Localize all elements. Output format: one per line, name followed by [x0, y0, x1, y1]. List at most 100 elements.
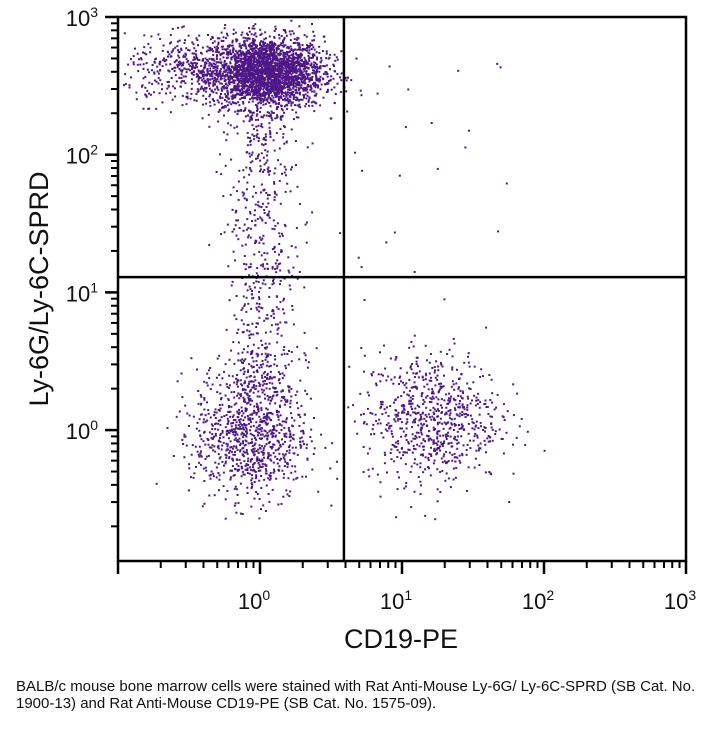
- data-point: [458, 459, 461, 462]
- data-point: [251, 27, 254, 30]
- data-point: [170, 41, 173, 44]
- data-point: [261, 74, 264, 77]
- data-point: [221, 444, 224, 447]
- data-point: [273, 190, 276, 193]
- data-point: [281, 44, 284, 47]
- data-point: [234, 59, 237, 62]
- data-point: [410, 440, 413, 443]
- data-point: [303, 286, 306, 289]
- data-point: [287, 75, 290, 78]
- data-point: [294, 104, 296, 107]
- data-point: [228, 411, 230, 413]
- data-point: [182, 25, 185, 28]
- data-point: [291, 66, 294, 69]
- data-point: [230, 90, 233, 93]
- data-point: [231, 39, 234, 42]
- data-point: [246, 151, 249, 154]
- data-point: [253, 94, 256, 96]
- data-point: [222, 56, 225, 59]
- data-point: [452, 467, 455, 470]
- data-point: [387, 422, 390, 425]
- data-point: [248, 59, 251, 62]
- data-point: [258, 53, 261, 56]
- data-point: [241, 60, 244, 63]
- data-point: [212, 84, 215, 87]
- data-point: [252, 371, 255, 374]
- data-point: [447, 397, 450, 400]
- data-point: [255, 491, 258, 493]
- data-point: [403, 391, 405, 394]
- data-point: [257, 467, 260, 470]
- data-point: [264, 421, 267, 424]
- data-point: [336, 73, 339, 76]
- data-point: [240, 433, 243, 436]
- data-point: [274, 455, 277, 458]
- data-point: [234, 75, 237, 77]
- data-point: [316, 84, 319, 87]
- data-point: [195, 37, 198, 40]
- data-point: [304, 359, 307, 362]
- data-point: [261, 58, 264, 61]
- data-point: [259, 75, 262, 78]
- data-point: [440, 398, 443, 401]
- data-point: [231, 41, 234, 44]
- data-point: [293, 93, 296, 96]
- data-point: [295, 70, 298, 73]
- data-point: [248, 69, 251, 72]
- data-point: [345, 79, 348, 82]
- data-point: [292, 266, 295, 269]
- data-point: [211, 42, 214, 44]
- data-point: [277, 418, 280, 421]
- data-point: [180, 73, 183, 76]
- data-point: [141, 84, 144, 87]
- data-point: [251, 417, 254, 420]
- data-point: [221, 72, 224, 75]
- data-point: [196, 73, 199, 76]
- data-point: [283, 346, 286, 348]
- data-point: [288, 89, 291, 92]
- data-point: [463, 408, 466, 411]
- data-point: [205, 97, 207, 100]
- data-point: [256, 55, 259, 58]
- data-point: [285, 34, 288, 37]
- data-point: [200, 85, 203, 88]
- data-point: [319, 79, 322, 82]
- data-point: [200, 455, 203, 458]
- data-point: [288, 429, 290, 432]
- data-point: [276, 114, 279, 117]
- data-point: [219, 437, 221, 440]
- data-point: [245, 94, 248, 97]
- data-point: [302, 65, 305, 68]
- data-point: [297, 60, 300, 63]
- data-point: [223, 370, 225, 373]
- data-point: [278, 84, 281, 87]
- data-point: [238, 50, 241, 53]
- data-point: [243, 87, 246, 90]
- data-point: [284, 440, 286, 443]
- data-point: [252, 84, 255, 87]
- data-point: [425, 415, 428, 418]
- data-point: [217, 88, 220, 91]
- data-point: [295, 77, 298, 80]
- data-point: [259, 420, 262, 423]
- data-point: [258, 94, 261, 97]
- data-point: [260, 508, 262, 511]
- data-point: [266, 408, 269, 411]
- data-point: [243, 444, 246, 447]
- data-point: [249, 466, 252, 469]
- data-point: [237, 70, 240, 73]
- data-point: [325, 91, 328, 94]
- data-point: [267, 434, 270, 437]
- data-point: [247, 50, 250, 53]
- data-point: [355, 57, 358, 60]
- data-point: [250, 83, 253, 86]
- data-point: [255, 35, 258, 38]
- data-point: [217, 41, 220, 44]
- data-point: [340, 50, 343, 53]
- data-point: [215, 80, 218, 83]
- data-point: [423, 400, 426, 403]
- data-point: [276, 89, 279, 92]
- data-point: [255, 459, 258, 462]
- data-point: [157, 77, 160, 80]
- data-point: [257, 408, 260, 411]
